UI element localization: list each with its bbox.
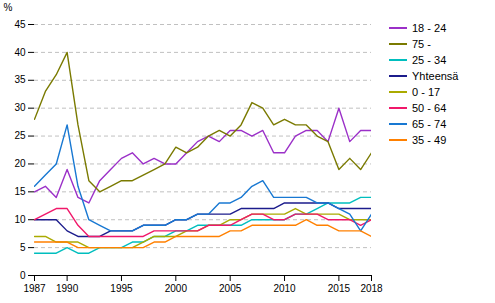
svg-text:1987: 1987 <box>23 283 46 294</box>
svg-text:0: 0 <box>20 270 26 281</box>
svg-text:1995: 1995 <box>110 283 133 294</box>
svg-text:30: 30 <box>14 102 26 113</box>
svg-text:%: % <box>4 2 13 13</box>
svg-text:20: 20 <box>14 158 26 169</box>
svg-text:2000: 2000 <box>165 283 188 294</box>
html-text:75 -: 75 - <box>412 38 431 50</box>
html-text:25 - 34: 25 - 34 <box>412 54 447 66</box>
html-text:18 - 24: 18 - 24 <box>412 22 447 34</box>
svg-text:2018: 2018 <box>360 283 383 294</box>
svg-text:10: 10 <box>14 214 26 225</box>
html-text:50 - 64: 50 - 64 <box>412 102 447 114</box>
svg-text:5: 5 <box>20 242 26 253</box>
svg-text:2015: 2015 <box>328 283 351 294</box>
svg-text:40: 40 <box>14 47 26 58</box>
svg-text:2005: 2005 <box>219 283 242 294</box>
html-text:65 - 74: 65 - 74 <box>412 118 447 130</box>
svg-text:45: 45 <box>14 19 26 30</box>
svg-text:2010: 2010 <box>273 283 296 294</box>
svg-text:1990: 1990 <box>56 283 79 294</box>
svg-text:35: 35 <box>14 74 26 85</box>
svg-text:25: 25 <box>14 130 26 141</box>
html-text:Yhteensä: Yhteensä <box>412 70 459 82</box>
html-text:0 - 17: 0 - 17 <box>412 86 441 98</box>
svg-text:15: 15 <box>14 186 26 197</box>
html-text:35 - 49: 35 - 49 <box>412 134 447 146</box>
